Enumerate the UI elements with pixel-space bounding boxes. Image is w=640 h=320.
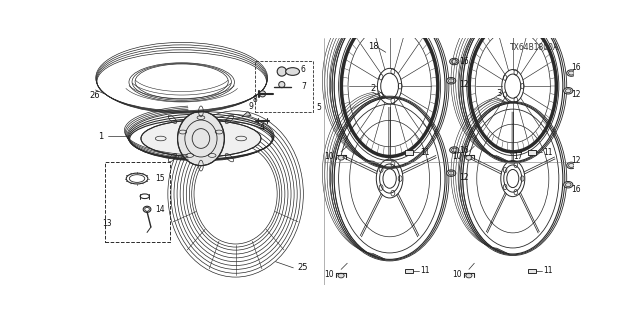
Ellipse shape (177, 111, 225, 166)
Text: 4: 4 (260, 123, 265, 132)
Ellipse shape (466, 273, 472, 278)
Text: 5: 5 (316, 103, 321, 112)
Text: 25: 25 (297, 263, 308, 272)
Ellipse shape (566, 70, 576, 76)
Ellipse shape (279, 82, 285, 88)
Text: 12: 12 (459, 80, 468, 89)
Text: 11: 11 (420, 148, 430, 157)
Text: 11: 11 (543, 267, 553, 276)
Text: 12: 12 (572, 90, 581, 99)
Text: 15: 15 (155, 174, 164, 183)
Text: 10: 10 (324, 270, 334, 279)
Ellipse shape (143, 206, 151, 212)
Ellipse shape (466, 156, 472, 160)
Text: 11: 11 (543, 148, 553, 157)
FancyBboxPatch shape (405, 150, 413, 155)
Text: 26: 26 (90, 91, 100, 100)
Ellipse shape (338, 273, 344, 278)
Text: 9: 9 (248, 102, 253, 111)
Text: 16: 16 (459, 146, 468, 155)
Text: 16: 16 (572, 63, 581, 72)
Ellipse shape (450, 58, 459, 65)
Text: 16: 16 (459, 57, 468, 66)
FancyBboxPatch shape (405, 268, 413, 273)
Text: 6: 6 (300, 65, 305, 74)
Ellipse shape (450, 147, 459, 153)
FancyBboxPatch shape (528, 150, 536, 155)
Text: 7: 7 (301, 83, 306, 92)
Text: 12: 12 (572, 156, 581, 164)
Ellipse shape (141, 120, 261, 157)
Ellipse shape (566, 162, 576, 169)
Text: 1: 1 (99, 132, 104, 141)
Text: 18: 18 (368, 42, 379, 51)
Text: 10: 10 (452, 152, 462, 162)
Text: 16: 16 (572, 185, 581, 194)
Ellipse shape (277, 67, 287, 76)
Ellipse shape (564, 181, 573, 188)
Text: 17: 17 (513, 152, 522, 162)
Text: 10: 10 (324, 152, 334, 162)
Text: TX64B1800A: TX64B1800A (509, 43, 559, 52)
Text: 14: 14 (155, 205, 164, 214)
Text: 8: 8 (252, 95, 257, 105)
FancyBboxPatch shape (528, 268, 536, 273)
Text: 11: 11 (420, 267, 430, 276)
Ellipse shape (447, 77, 456, 84)
Text: 2: 2 (371, 84, 376, 93)
Text: 3: 3 (496, 89, 501, 98)
Ellipse shape (338, 156, 344, 160)
Ellipse shape (564, 88, 573, 94)
Ellipse shape (259, 91, 266, 97)
Text: 12: 12 (459, 172, 468, 181)
Ellipse shape (140, 194, 149, 198)
Ellipse shape (447, 170, 456, 176)
Polygon shape (242, 112, 251, 117)
Ellipse shape (285, 68, 300, 75)
Ellipse shape (126, 173, 148, 184)
Text: 13: 13 (102, 219, 112, 228)
Text: 10: 10 (452, 270, 462, 279)
